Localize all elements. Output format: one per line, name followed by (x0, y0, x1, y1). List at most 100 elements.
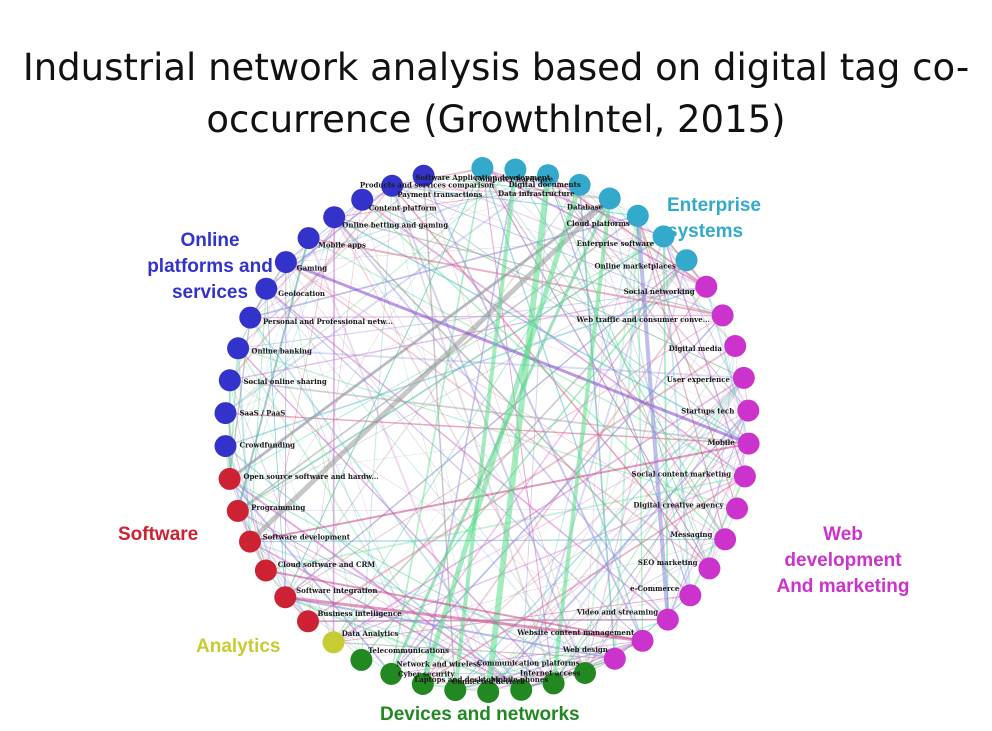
edge (553, 410, 749, 684)
heavy-edge (389, 197, 612, 675)
edge (361, 198, 746, 478)
edge (332, 259, 688, 643)
edge (285, 167, 483, 598)
edge (361, 260, 687, 661)
slide-title-line-2: occurrence (GrowthIntel, 2015) (206, 98, 786, 141)
node-label: Cyber security (398, 669, 455, 678)
edge (609, 198, 687, 261)
edge (307, 618, 668, 623)
node-label: SEO marketing (638, 558, 698, 567)
edge (249, 317, 522, 691)
edge (229, 478, 267, 571)
edge (579, 184, 616, 659)
edge (667, 345, 736, 620)
node-web (711, 304, 734, 327)
edge (487, 315, 723, 693)
node-online (255, 277, 278, 300)
edge (514, 169, 726, 540)
edge (547, 175, 710, 569)
cluster-label-web: Web development And marketing (758, 522, 928, 600)
node-label: Cloud platforms (566, 219, 629, 228)
node-label: Crowdfunding (240, 441, 296, 450)
edge (333, 475, 746, 643)
edge (249, 167, 483, 542)
edge (249, 317, 456, 691)
edge (333, 216, 723, 317)
node-label: Personal and Professional netw... (263, 317, 393, 326)
cluster-web-line-2: development (784, 550, 902, 571)
node-label: Connected devices (452, 677, 525, 686)
edge (361, 199, 726, 540)
node-label: Web design (562, 645, 608, 654)
node-software (218, 467, 241, 490)
node-enterprise (504, 158, 527, 181)
node-software (254, 559, 277, 582)
node-label: Mobile (708, 438, 736, 447)
cluster-devices-line-1: Devices and networks (380, 704, 580, 725)
edge (547, 174, 749, 411)
edge (225, 199, 363, 447)
cluster-analytics-line-1: Analytics (196, 636, 281, 657)
edge (481, 167, 644, 642)
node-label: Mobile phones (491, 675, 549, 684)
heavy-edge (249, 442, 749, 543)
edge (391, 185, 489, 693)
node-devices (510, 678, 533, 701)
node-label: Mobile apps (318, 240, 366, 249)
node-label: Communication platforms (477, 659, 580, 668)
node-label: Internet access (520, 669, 580, 678)
cluster-web-line-3: And marketing (776, 576, 910, 597)
node-devices (350, 648, 373, 671)
edge (225, 285, 707, 447)
edge (333, 198, 610, 643)
edge (481, 167, 738, 509)
heavy-edge (485, 174, 551, 693)
edge (224, 174, 549, 414)
edge (285, 261, 726, 540)
node-label: Open source software and hardw... (243, 472, 378, 481)
node-label: User experience (667, 375, 731, 384)
node-label: Online banking (251, 346, 312, 355)
node-analytics (322, 631, 345, 654)
edge (637, 215, 738, 509)
edge (285, 596, 615, 660)
edge (391, 167, 483, 187)
heavy-edge (285, 260, 750, 446)
edge (637, 215, 726, 540)
edge (361, 199, 744, 379)
edge (307, 237, 490, 693)
edge (637, 215, 726, 540)
node-online (274, 251, 297, 274)
node-devices (574, 662, 596, 684)
edge (584, 198, 610, 674)
node-label: Business intelligence (318, 609, 403, 618)
edge (454, 443, 749, 691)
edge (238, 347, 744, 379)
node-enterprise (471, 157, 494, 179)
cluster-label-software: Software (118, 522, 198, 548)
node-label: Content platform (369, 204, 437, 213)
node-label: Software development (263, 532, 351, 541)
node-web (732, 366, 755, 389)
edge (285, 174, 549, 263)
edge (224, 445, 286, 598)
edge (285, 236, 664, 263)
edge (265, 288, 669, 621)
edge (360, 259, 688, 661)
edge (391, 185, 749, 445)
edge (284, 596, 522, 691)
node-label: Database (567, 202, 604, 211)
node-label: Cloud software and CRM (278, 560, 376, 569)
node-online (412, 164, 435, 187)
node-label: Video and streaming (576, 607, 658, 616)
edge (392, 167, 483, 187)
node-label: Computer hardware (475, 175, 554, 184)
node-label: e-Commerce (630, 584, 680, 593)
node-online (351, 188, 374, 211)
heavy-edge (265, 569, 643, 642)
cluster-label-analytics: Analytics (196, 634, 280, 660)
edge (228, 478, 393, 675)
node-web (656, 608, 679, 631)
edge (333, 198, 611, 643)
edge (584, 377, 745, 674)
